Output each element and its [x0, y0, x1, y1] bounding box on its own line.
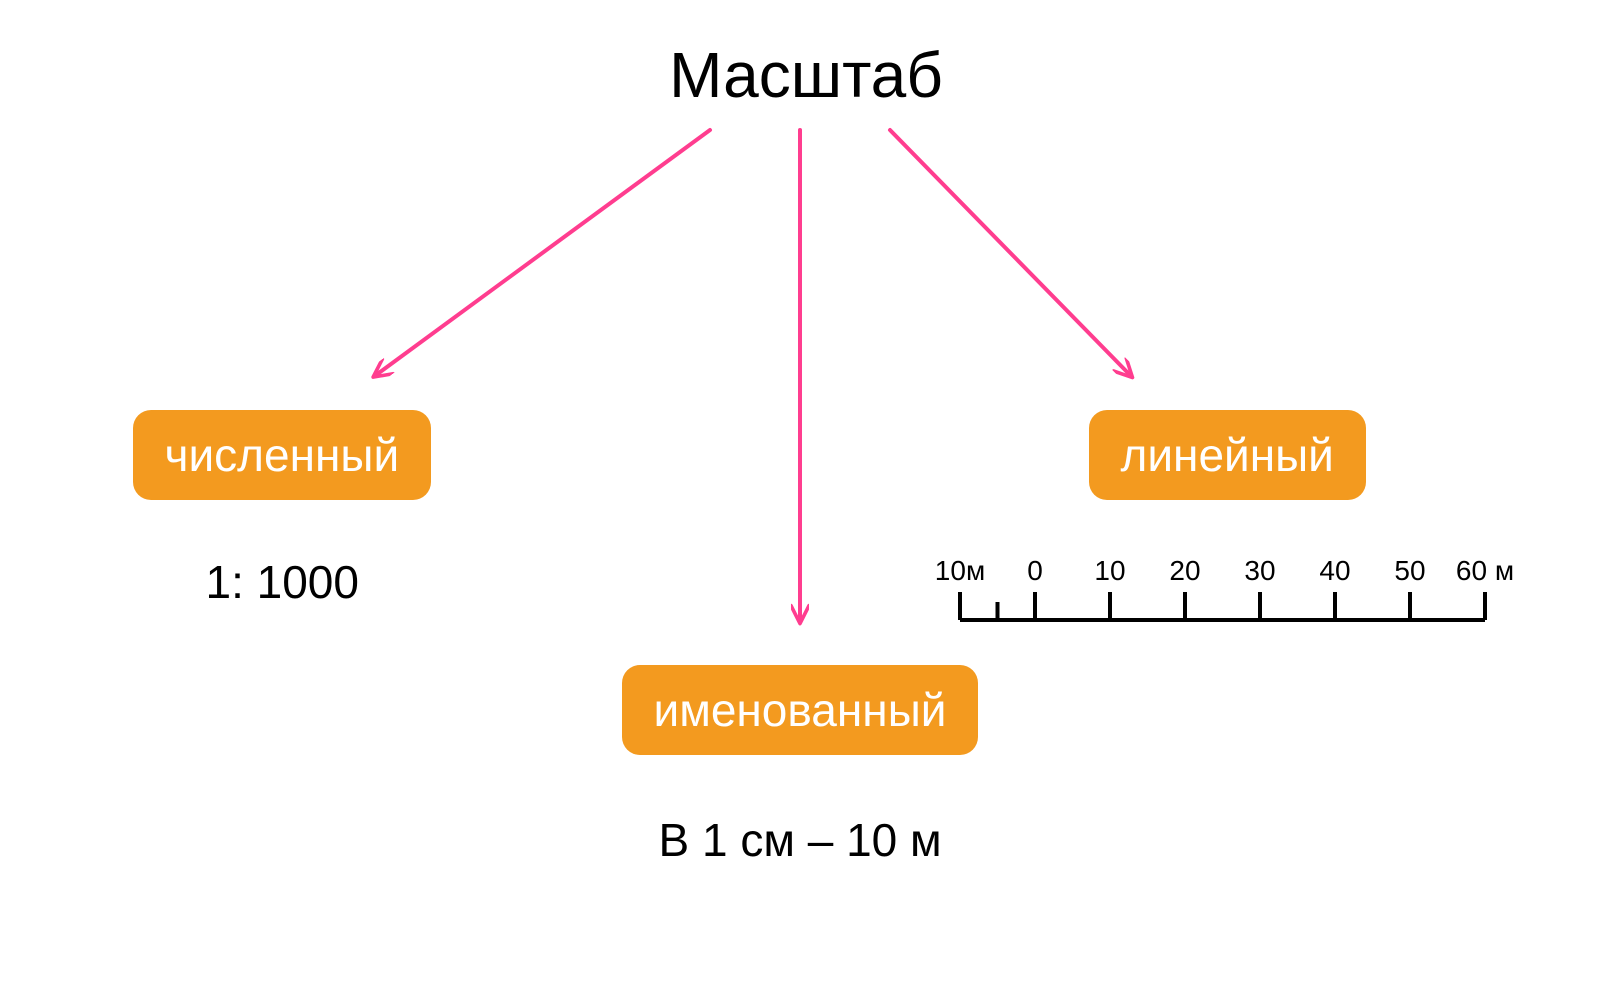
ruler-label: 50: [1394, 555, 1425, 586]
pill-numeric: численный: [133, 410, 432, 500]
pill-named: именованный: [622, 665, 979, 755]
ruler-label: 60 м: [1456, 555, 1514, 586]
arrow-0: [376, 130, 710, 375]
ruler-label: 0: [1027, 555, 1043, 586]
pill-linear: линейный: [1089, 410, 1366, 500]
diagram-title: Масштаб: [0, 38, 1612, 112]
pill-linear-label: линейный: [1121, 428, 1334, 482]
ruler-label: 30: [1244, 555, 1275, 586]
arrow-2: [890, 130, 1130, 375]
example-named: В 1 см – 10 м: [659, 813, 942, 867]
ruler-label: 20: [1169, 555, 1200, 586]
linear-scale-ruler: 10м 0 10 20 30 40 50 60 м: [935, 555, 1514, 620]
pill-named-label: именованный: [654, 683, 947, 737]
pill-numeric-label: численный: [165, 428, 400, 482]
ruler-label: 10: [1094, 555, 1125, 586]
ruler-label: 10м: [935, 555, 985, 586]
ruler-label: 40: [1319, 555, 1350, 586]
example-numeric: 1: 1000: [206, 555, 359, 609]
